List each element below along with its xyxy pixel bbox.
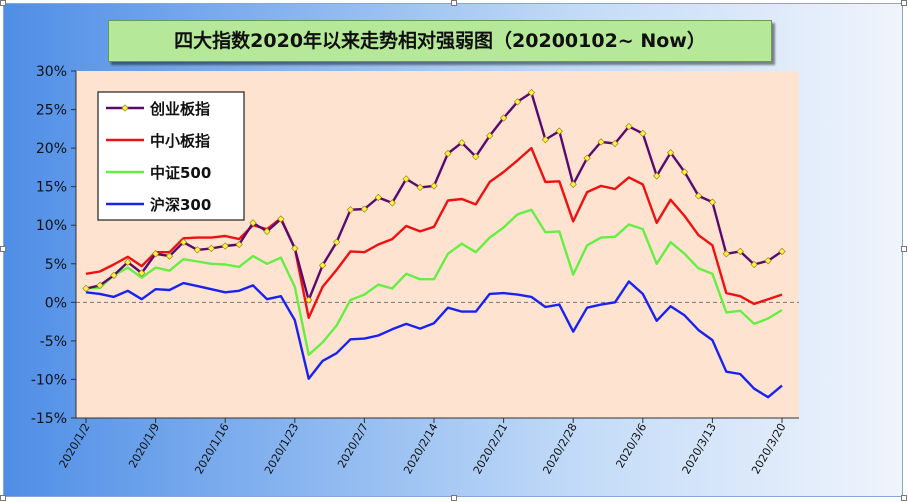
data-point-marker (597, 138, 605, 146)
x-tick-label: 2020/2/28 (540, 421, 579, 476)
x-axis-ticks: 2020/1/2 2020/1/9 2020/1/16 2020/1/23 2020/2… (57, 418, 789, 476)
data-point-marker (569, 180, 577, 188)
y-tick-label: 5% (45, 257, 67, 273)
series-lines (82, 88, 786, 399)
data-point-marker (165, 252, 174, 260)
data-point-marker (555, 127, 563, 135)
y-tick-label: 25% (36, 103, 67, 119)
data-point-marker (583, 154, 591, 162)
x-tick-label: 2020/3/6 (613, 421, 649, 470)
data-point-marker (499, 114, 508, 122)
chart-title: 四大指数2020年以来走势相对强弱图（20200102~ Now） (174, 30, 706, 52)
x-tick-label: 2020/3/13 (680, 421, 719, 476)
data-point-marker (360, 205, 369, 213)
legend-label: 中小板指 (150, 132, 210, 150)
data-point-marker (249, 219, 257, 227)
y-axis-ticks: 30% 25% 20% 15% 10% 5% 0% -5% -10% -15% (31, 64, 76, 427)
data-point-marker (82, 284, 90, 293)
data-point-marker (263, 227, 271, 236)
data-point-marker (667, 149, 675, 157)
x-tick-label: 2020/1/9 (126, 421, 162, 470)
data-point-marker (708, 198, 717, 206)
data-point-marker (124, 258, 132, 266)
data-point-marker (291, 244, 299, 252)
series-line (85, 280, 783, 399)
y-tick-label: -10% (31, 372, 67, 388)
resize-handle-bottom-right[interactable] (901, 495, 907, 501)
y-tick-label: 0% (45, 295, 67, 311)
grid-lines (75, 71, 799, 419)
data-point-marker (764, 257, 772, 265)
y-tick-label: -15% (31, 411, 67, 427)
resize-handle-top-right[interactable] (901, 0, 907, 6)
x-tick-label: 2020/1/16 (192, 421, 231, 476)
data-point-marker (736, 247, 744, 256)
data-point-marker (680, 168, 689, 176)
data-point-marker (430, 182, 438, 190)
data-point-marker (235, 240, 243, 249)
data-point-marker (416, 183, 424, 192)
x-tick-label: 2020/2/21 (471, 421, 510, 476)
data-point-marker (625, 122, 633, 131)
data-point-marker (332, 238, 341, 246)
y-tick-label: 10% (36, 218, 67, 234)
data-point-marker (221, 242, 229, 250)
data-point-marker (319, 261, 327, 269)
data-point-marker (179, 238, 188, 246)
y-tick-label: 20% (36, 141, 67, 157)
resize-handle-bottom[interactable] (451, 495, 457, 501)
data-point-marker (611, 139, 619, 148)
data-point-marker (639, 129, 647, 138)
y-tick-label: -5% (40, 334, 67, 350)
resize-handle-top[interactable] (451, 0, 457, 6)
resize-handle-top-left[interactable] (0, 0, 6, 6)
x-tick-label: 2020/1/2 (57, 421, 93, 470)
data-point-marker (778, 247, 786, 256)
resize-handle-left[interactable] (0, 246, 6, 252)
data-point-marker (110, 271, 118, 279)
legend-label: 创业板指 (149, 100, 210, 118)
data-point-marker (138, 269, 146, 277)
data-point-marker (750, 260, 758, 269)
y-tick-label: 15% (36, 180, 67, 196)
data-point-marker (346, 206, 355, 214)
data-point-marker (444, 149, 452, 158)
data-point-marker (305, 296, 313, 304)
chart-title-box: 四大指数2020年以来走势相对强弱图（20200102~ Now） (108, 20, 772, 62)
data-point-marker (151, 250, 160, 258)
data-point-marker (513, 98, 522, 106)
data-point-marker (694, 192, 703, 200)
data-point-marker (277, 215, 285, 223)
data-point-marker (388, 199, 396, 207)
legend-label: 中证500 (150, 164, 211, 182)
data-point-marker (541, 136, 549, 144)
x-tick-label: 2020/2/14 (401, 421, 440, 476)
data-point-marker (527, 88, 536, 97)
data-point-marker (374, 193, 382, 202)
data-point-marker (722, 250, 730, 258)
legend-box (97, 91, 245, 221)
data-point-marker (96, 281, 104, 289)
x-tick-label: 2020/3/20 (749, 421, 788, 476)
x-tick-label: 2020/2/7 (335, 421, 371, 470)
legend-label: 沪深300 (150, 196, 211, 214)
data-point-marker (193, 246, 201, 254)
legend-marker (121, 104, 129, 112)
data-point-marker (472, 152, 480, 161)
data-point-marker (207, 244, 215, 252)
resize-handle-bottom-left[interactable] (0, 495, 6, 501)
resize-handle-right[interactable] (901, 246, 907, 252)
data-point-marker (458, 139, 466, 147)
data-point-marker (653, 172, 661, 180)
series-line (85, 146, 783, 319)
series-line (85, 208, 783, 356)
y-tick-label: 30% (36, 64, 67, 80)
x-tick-label: 2020/1/23 (262, 421, 301, 476)
data-point-marker (402, 175, 410, 183)
data-point-marker (486, 132, 494, 140)
